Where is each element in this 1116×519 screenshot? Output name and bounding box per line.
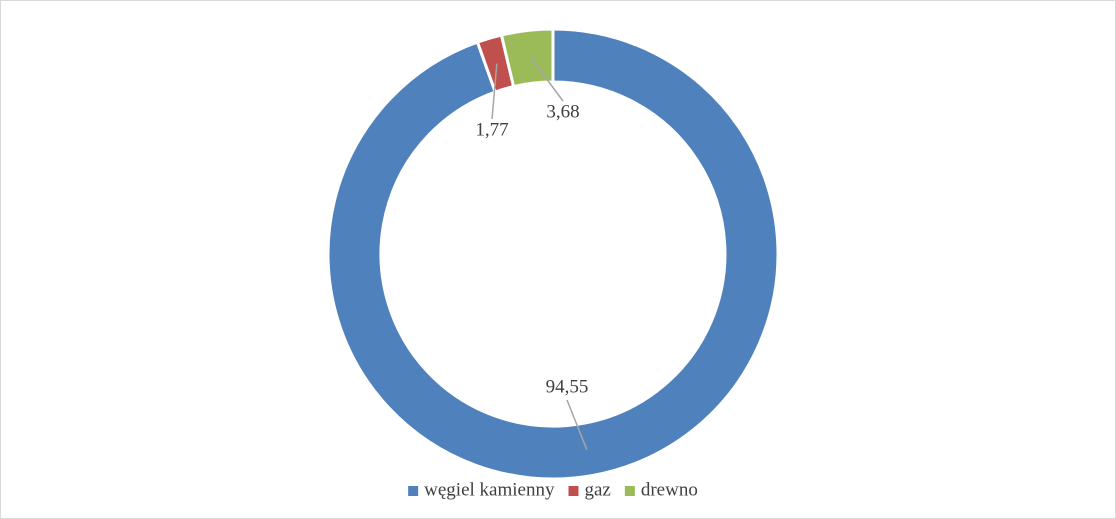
donut-segment bbox=[499, 27, 555, 89]
data-label: 3,68 bbox=[546, 101, 579, 122]
leader-line bbox=[491, 63, 498, 120]
data-label: 1,77 bbox=[475, 119, 508, 140]
legend-label: gaz bbox=[584, 479, 610, 500]
legend-label: drewno bbox=[641, 479, 698, 500]
donut-segment bbox=[326, 27, 780, 481]
data-label: 94,55 bbox=[546, 376, 589, 397]
legend-label: węgiel kamienny bbox=[424, 479, 555, 500]
leader-line bbox=[566, 399, 588, 450]
legend-swatch bbox=[568, 486, 579, 496]
legend-swatch bbox=[408, 486, 419, 496]
leader-line bbox=[529, 56, 564, 102]
legend-swatch bbox=[624, 486, 635, 496]
